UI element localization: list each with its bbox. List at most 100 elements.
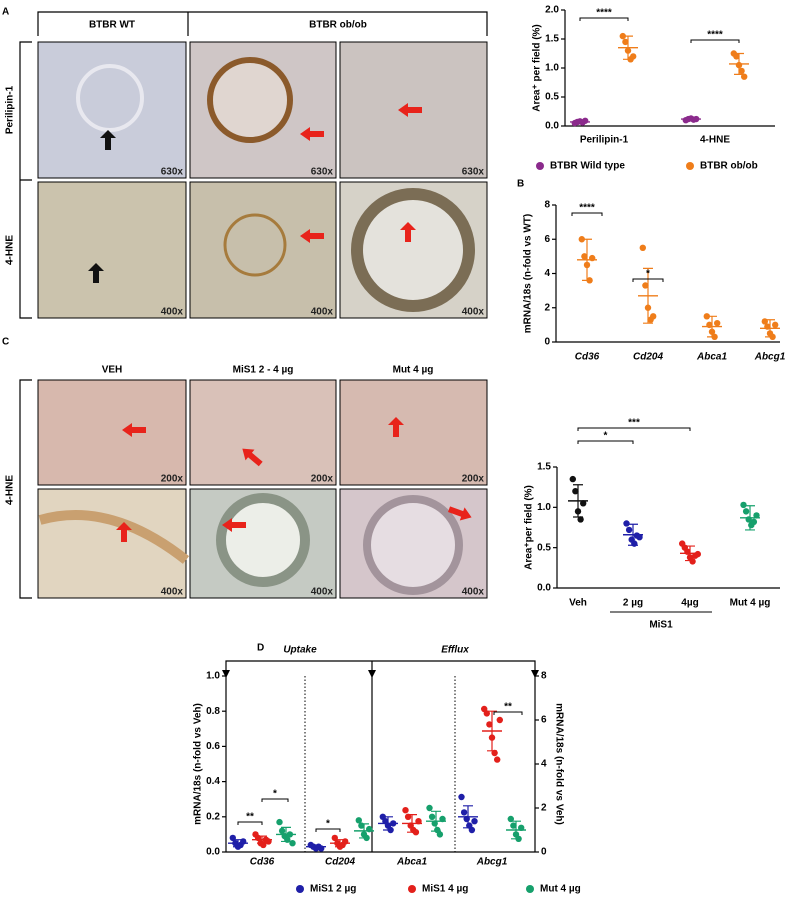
arrow <box>300 229 324 243</box>
data-point <box>483 710 490 717</box>
data-point <box>428 813 436 820</box>
significance-label: **** <box>596 8 612 19</box>
data-point <box>639 244 646 252</box>
data-point <box>496 716 503 724</box>
magnification: 400x <box>462 307 485 318</box>
tick-label: 2 <box>544 302 550 313</box>
data-point <box>738 67 745 75</box>
significance-label: ** <box>504 702 512 713</box>
tick-label: 0.2 <box>206 811 220 822</box>
x-tick-label: Cd36 <box>575 352 600 363</box>
sd-bar <box>686 117 696 121</box>
sd-bar <box>335 839 345 848</box>
panel-letter: B <box>517 179 524 190</box>
tick-label: 0 <box>544 337 550 348</box>
significance-bracket <box>579 17 629 21</box>
data-point <box>507 815 514 823</box>
significance-label: **** <box>707 30 723 41</box>
sd-bar <box>623 35 633 60</box>
legend-swatch <box>296 885 304 893</box>
significance-bracket <box>237 821 263 825</box>
magnification: 630x <box>311 167 334 178</box>
data-point <box>703 313 710 320</box>
tissue <box>38 510 190 564</box>
sd-bar <box>431 810 441 832</box>
arrow <box>400 222 416 242</box>
tick-label: 0.6 <box>206 741 220 752</box>
tick-label: 0.0 <box>537 583 551 594</box>
significance-label: * <box>604 431 608 442</box>
sd-bar <box>463 805 473 829</box>
x-tick-label: Abca1 <box>696 352 727 363</box>
tick-label: 4 <box>541 759 547 770</box>
y2-axis-label: mRNA/18s (n-fold vs Veh) <box>553 703 564 825</box>
sd-bar <box>643 267 653 324</box>
tick-label: 8 <box>544 200 550 211</box>
tick-label: 0.0 <box>206 847 220 858</box>
x-tick-label: Abcg1 <box>754 352 786 363</box>
magnification: 200x <box>462 474 485 485</box>
x-tick-label: Cd204 <box>633 352 663 363</box>
tick-label: 6 <box>544 234 550 245</box>
significance-bracket <box>261 798 289 802</box>
significance-label: *** <box>628 418 640 429</box>
data-point <box>355 817 362 824</box>
y-axis-label: Area⁺ per field (%) <box>532 24 543 112</box>
group-label: Efflux <box>441 645 469 656</box>
tissue <box>351 188 475 312</box>
y-axis-label: mRNA/18s (n-fold vs WT) <box>523 214 534 333</box>
x-tick-label: Mut 4 µg <box>730 598 771 609</box>
data-point <box>578 236 585 243</box>
sd-bar <box>573 484 583 518</box>
panel-letter: D <box>257 643 264 654</box>
tick-label: 0.8 <box>206 706 220 717</box>
tick-label: 0.5 <box>537 542 551 553</box>
legend-label: Mut 4 µg <box>540 884 581 895</box>
sd-bar <box>407 814 417 833</box>
column-header: MiS1 2 - 4 µg <box>233 365 294 376</box>
magnification: 400x <box>311 307 334 318</box>
significance-bracket <box>577 427 691 431</box>
y-axis-label: Area⁺per field (%) <box>524 485 535 570</box>
frame-arrows <box>222 670 539 678</box>
magnification: 630x <box>462 167 485 178</box>
sd-bar <box>233 839 243 848</box>
column-header: Mut 4 µg <box>393 365 434 376</box>
sd-bar <box>311 844 321 850</box>
legend-label: BTBR Wild type <box>550 161 625 172</box>
data-point <box>636 533 643 541</box>
tick-label: 6 <box>541 715 547 726</box>
sd-bar <box>281 826 291 843</box>
data-point <box>625 526 633 534</box>
magnification: 200x <box>311 474 334 485</box>
arrow <box>300 127 324 141</box>
sd-bar <box>685 545 695 562</box>
data-point <box>436 831 444 838</box>
micrograph <box>189 379 337 486</box>
data-point <box>772 321 779 329</box>
tick-label: 4 <box>544 268 550 279</box>
sd-bar <box>628 523 638 546</box>
header-frame <box>37 11 488 36</box>
sd-bar <box>582 238 592 281</box>
data-point <box>740 501 747 509</box>
panel-d-frame <box>222 660 539 852</box>
magnification: 400x <box>161 587 184 598</box>
micrograph <box>37 379 187 486</box>
arrow <box>242 448 263 467</box>
tick-label: 0.5 <box>545 92 559 103</box>
significance-label: ** <box>246 812 254 823</box>
arrow <box>388 417 404 437</box>
legend-label: MiS1 4 µg <box>422 884 468 895</box>
legend-swatch <box>686 162 694 170</box>
tick-label: 1.5 <box>545 34 559 45</box>
tick-label: 0 <box>541 847 547 858</box>
significance-label: * <box>326 819 330 830</box>
x-tick-label: Cd36 <box>250 857 275 868</box>
tissue <box>223 213 287 277</box>
data-point <box>458 793 465 801</box>
x-tick-label: Veh <box>569 598 587 609</box>
arrow <box>447 506 472 521</box>
arrow <box>116 522 132 542</box>
